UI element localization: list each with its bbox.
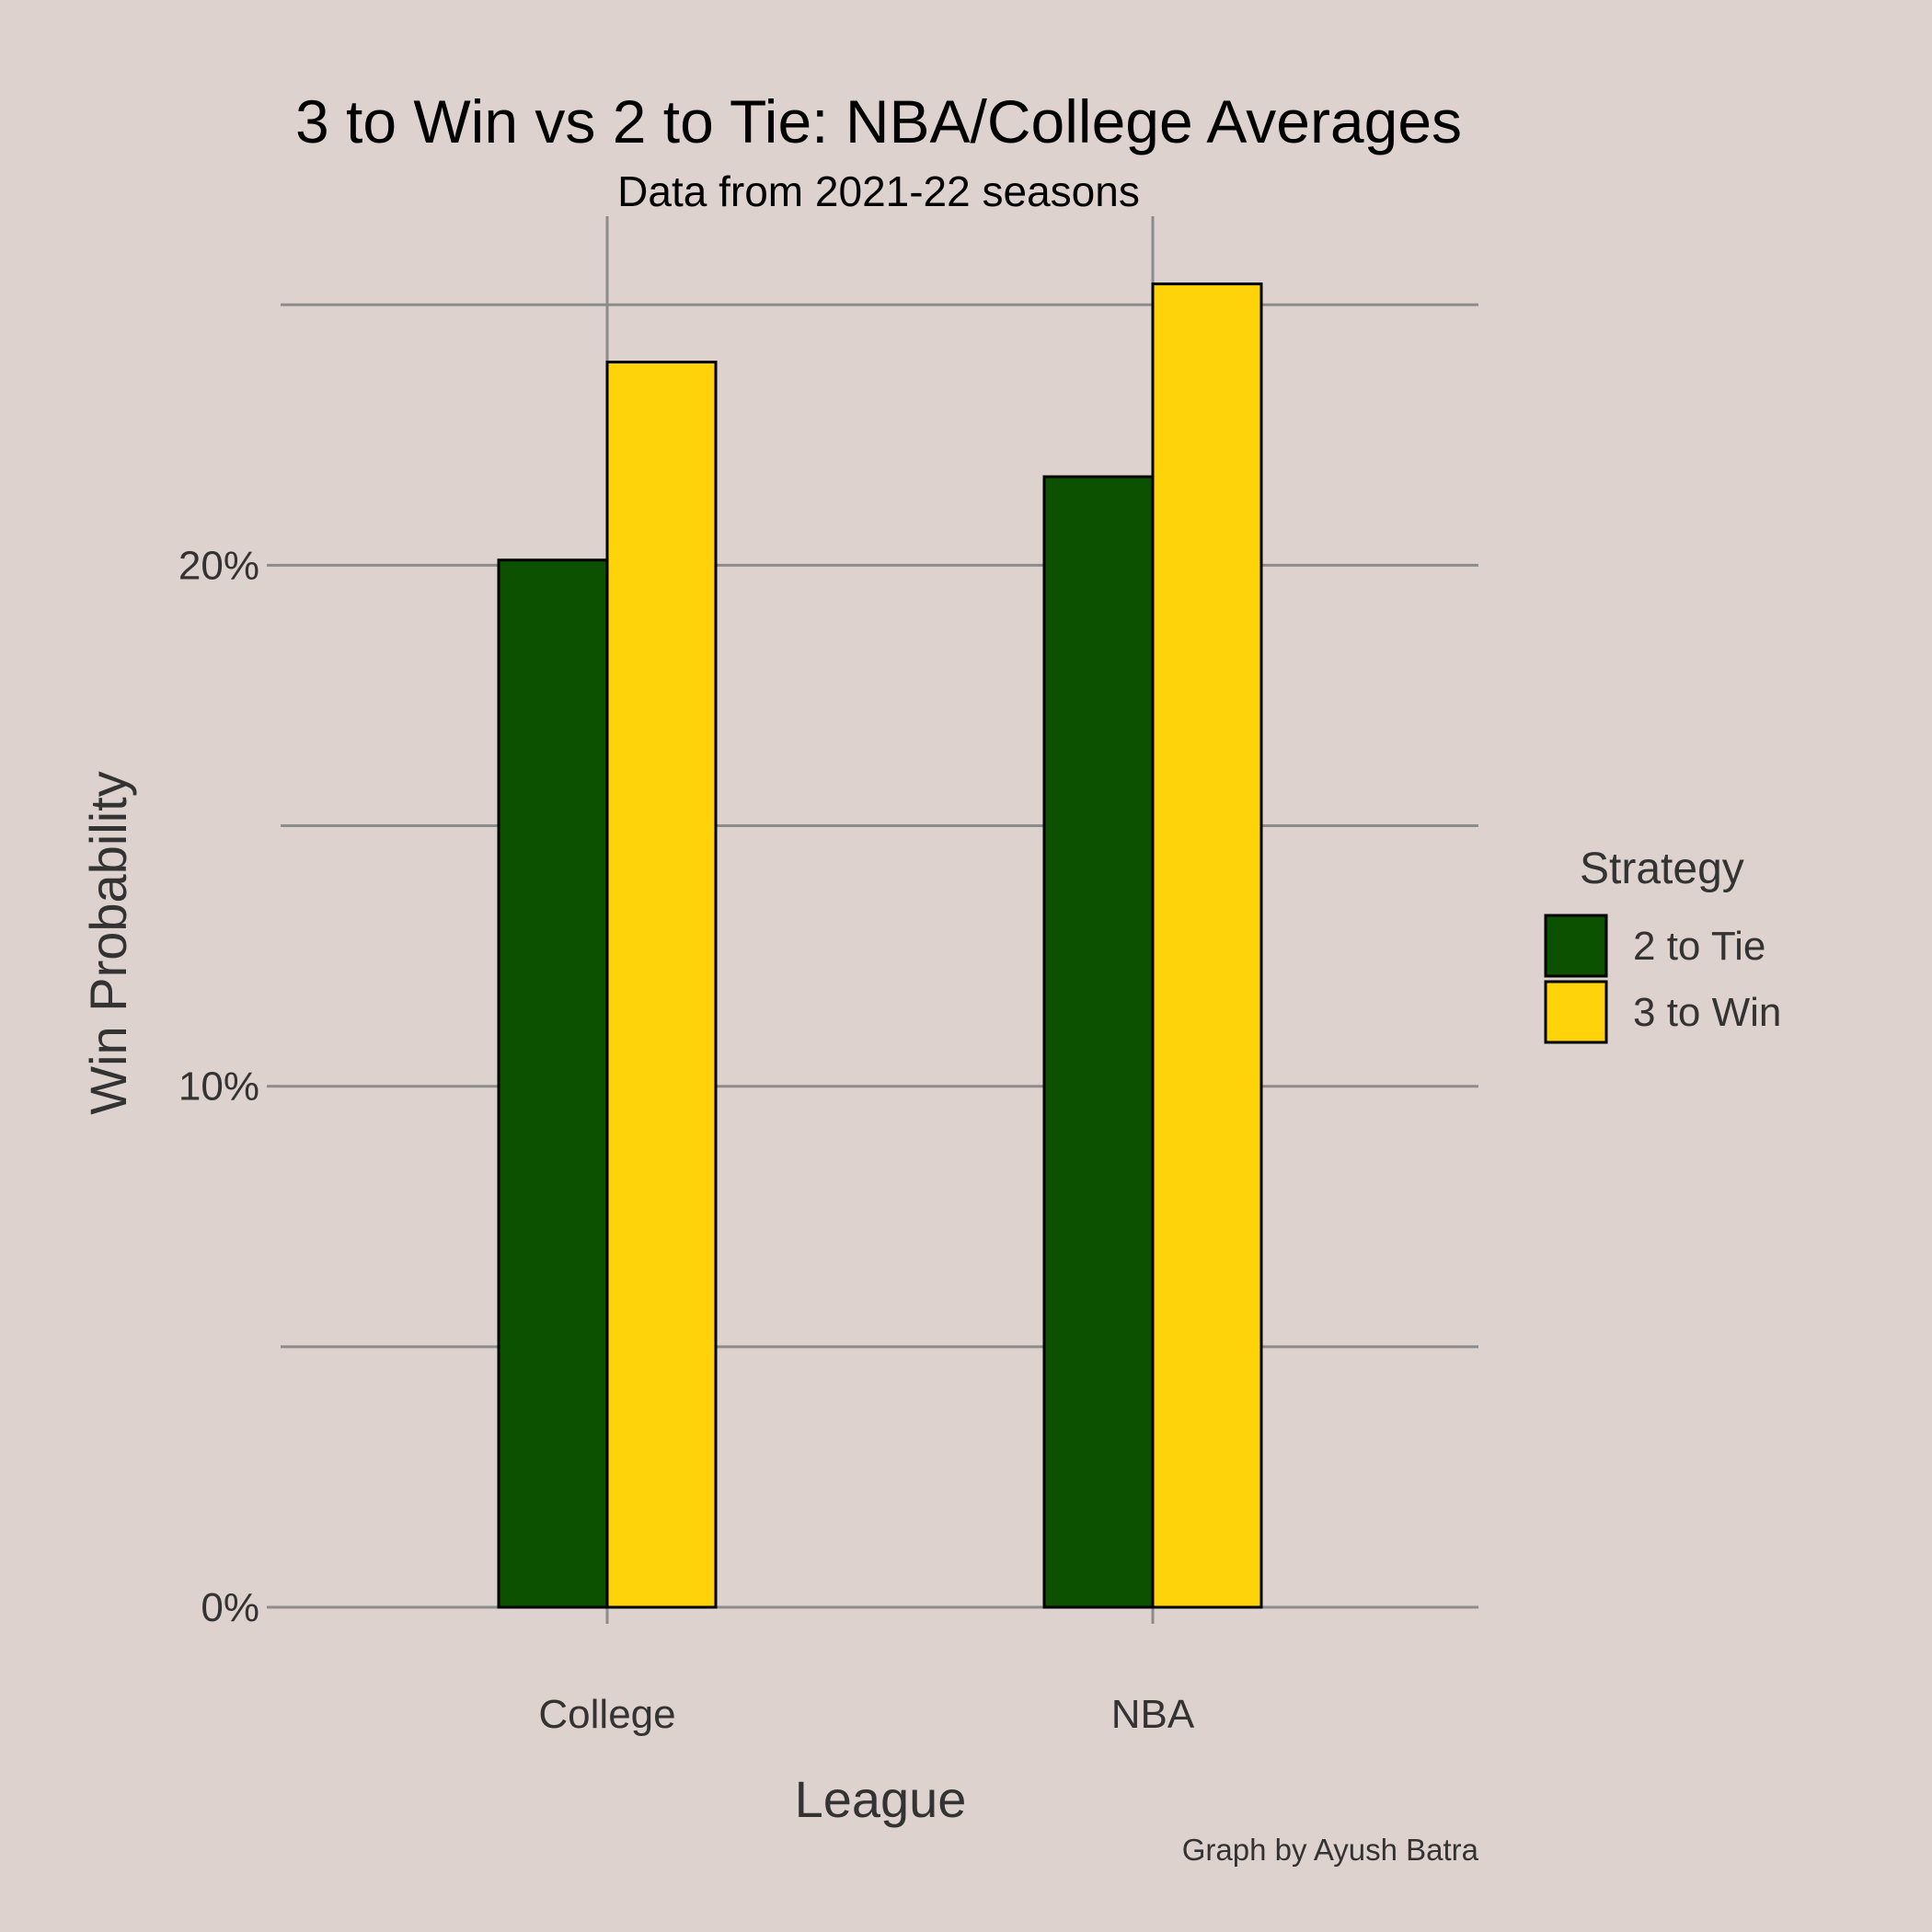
chart-title: 3 to Win vs 2 to Tie: NBA/College Averag… [295,87,1462,155]
legend-items: 2 to Tie 3 to Win [1544,914,1781,1044]
legend-swatch-3-to-win [1544,980,1608,1044]
x-tick-label: NBA [1111,1692,1195,1737]
grid-layer [267,216,1478,1624]
legend: Strategy 2 to Tie 3 to Win [1544,845,1781,1044]
bar-nba-2-to-tie [1042,475,1155,1609]
legend-swatch-2-to-tie [1544,914,1608,978]
legend-title: Strategy [1580,845,1744,893]
caption: Graph by Ayush Batra [1182,1833,1479,1867]
bar-college-3-to-win [605,361,718,1609]
bar-college-2-to-tie [497,558,609,1609]
y-tick-label: 10% [178,1064,259,1110]
bar-nba-3-to-win [1151,282,1263,1609]
bar-layer [497,282,1263,1609]
y-tick-label: 20% [178,543,259,588]
y-tick-label: 0% [201,1585,259,1630]
chart-subtitle: Data from 2021-22 seasons [617,167,1140,215]
legend-label: 3 to Win [1633,990,1781,1035]
y-axis-title: Win Probability [79,771,137,1114]
tick-layer: 0% 10% 20% College NBA [178,543,1195,1737]
x-tick-label: College [538,1692,675,1737]
legend-label: 2 to Tie [1633,924,1765,969]
x-axis-title: League [795,1770,967,1828]
